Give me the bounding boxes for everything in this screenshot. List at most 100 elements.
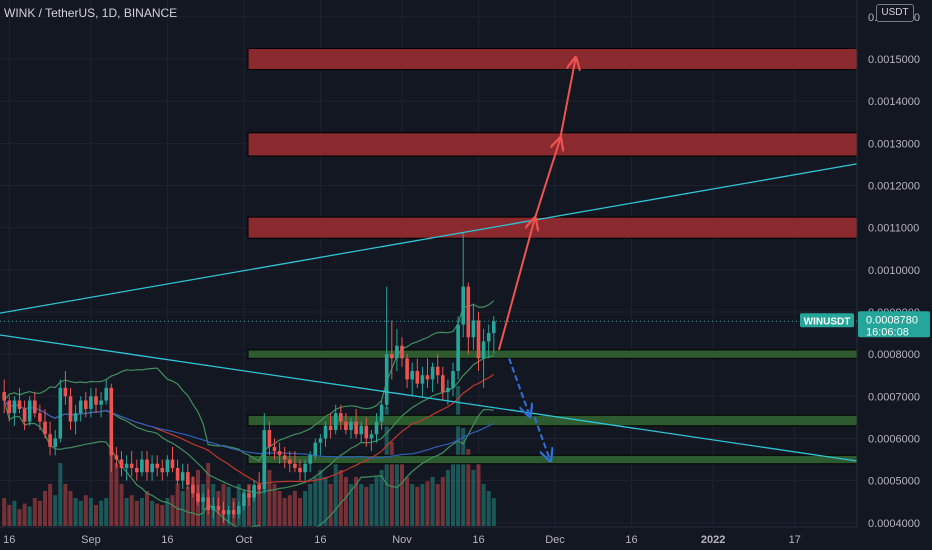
candle-body <box>471 320 476 338</box>
candle-body <box>262 430 267 490</box>
volume-bar <box>343 477 348 526</box>
volume-bar <box>27 506 32 526</box>
trendline <box>0 334 862 463</box>
volume-bar <box>323 477 328 526</box>
candle-body <box>150 463 154 473</box>
volume-bar <box>272 484 277 526</box>
time-axis[interactable]: 16 Sep 16 Oct 16 Nov 16 Dec 16 2022 17 <box>0 526 932 550</box>
time-tick-label: 17 <box>789 534 801 546</box>
currency-button[interactable]: USDT <box>876 4 914 22</box>
candle-body <box>84 400 88 409</box>
volume-bar <box>12 500 17 526</box>
candle-body <box>94 396 98 405</box>
candle-body <box>293 463 297 468</box>
candle-body <box>180 472 185 481</box>
volume-bar <box>180 491 185 526</box>
volume-bar <box>440 477 445 526</box>
time-tick-label: 16 <box>472 534 484 546</box>
volume-bar <box>425 481 430 526</box>
resistance-zone <box>247 216 858 239</box>
candle-body <box>333 413 338 431</box>
candle-body <box>267 430 272 447</box>
candle-body <box>12 400 17 414</box>
candle-body <box>104 387 108 401</box>
volume-bar <box>185 486 190 526</box>
price-axis[interactable]: 0.0004000 0.0005000 0.0006000 0.0007000 0.00… <box>856 0 932 550</box>
candle-body <box>318 438 323 443</box>
volume-bar <box>384 407 389 526</box>
price-zones <box>247 47 858 465</box>
volume-bar <box>83 495 88 526</box>
candle-body <box>109 387 114 456</box>
last-price-box <box>858 311 930 338</box>
time-tick-label: Oct <box>235 534 252 546</box>
volume-bar <box>109 442 114 526</box>
trendlines <box>0 162 862 463</box>
candle-body <box>242 493 246 506</box>
price-tick-label: 0.0004000 <box>868 518 920 530</box>
volume-bar <box>313 477 318 526</box>
chart-title: WINK / TetherUS, 1D, BINANCE <box>4 6 178 20</box>
volume-bar <box>150 500 155 526</box>
candle-body <box>298 467 302 473</box>
candle-body <box>27 400 32 422</box>
time-tick-label: 16 <box>161 534 173 546</box>
volume-bar <box>124 498 129 526</box>
candle-body <box>33 400 37 414</box>
volume-bar <box>190 477 195 526</box>
candle-body <box>374 421 379 435</box>
candle-body <box>359 425 363 435</box>
candle-body <box>435 366 440 376</box>
candle-body <box>405 358 409 380</box>
time-axis-bg <box>0 527 932 550</box>
volume-bar <box>405 477 410 526</box>
volume-bar <box>287 495 292 526</box>
volume-bar <box>328 484 333 526</box>
volume-bar <box>73 498 78 526</box>
symbol-tag <box>800 313 854 328</box>
volume-bar <box>303 491 308 526</box>
trendline <box>0 162 862 314</box>
candle-body <box>226 510 231 515</box>
volume-bar <box>32 498 37 526</box>
resistance-zone <box>247 132 858 157</box>
time-tick-label: 16 <box>625 534 637 546</box>
candle-body <box>58 387 63 439</box>
time-tick-label: Dec <box>545 534 565 546</box>
volume-bar <box>349 484 353 526</box>
volume-bar <box>68 491 73 526</box>
candle-body <box>129 463 134 468</box>
candle-body <box>155 463 159 468</box>
candle-body <box>390 354 394 359</box>
candle-body <box>170 459 175 468</box>
down-arrow <box>508 358 529 415</box>
candle-body <box>145 459 149 473</box>
up-arrow <box>559 59 575 140</box>
time-tick-label: 16 <box>3 534 15 546</box>
volume-bar <box>175 484 180 526</box>
volume-bar <box>354 477 359 526</box>
candle-body <box>206 497 210 511</box>
volume-bar <box>155 503 160 526</box>
time-tick-label: 2022 <box>701 534 725 546</box>
candle-body <box>7 400 12 414</box>
volume-bar <box>139 498 144 526</box>
price-tick-label: 0.0010000 <box>868 265 920 277</box>
last-price-value: 0.0008780 <box>866 314 918 326</box>
candle-body <box>216 505 221 511</box>
candle-body <box>160 467 165 473</box>
volume-bar <box>63 484 68 526</box>
support-zone <box>247 349 858 359</box>
candle-body <box>191 484 195 494</box>
volume-bar <box>37 500 42 526</box>
candle-body <box>349 421 353 431</box>
candle-body <box>175 467 180 481</box>
candle-body <box>313 442 318 456</box>
candle-body <box>63 387 68 397</box>
volume-bar <box>292 491 297 526</box>
up-arrow <box>533 139 561 220</box>
candle-body <box>140 459 144 473</box>
volume-bar <box>282 498 287 526</box>
volume-bar <box>267 470 272 526</box>
